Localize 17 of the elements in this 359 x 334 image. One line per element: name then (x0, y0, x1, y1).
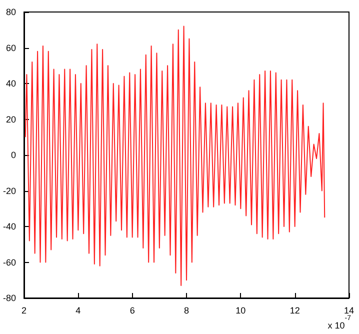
y-tick-label: 80 (6, 7, 16, 17)
y-tick-label: 60 (6, 42, 16, 53)
y-tick-label: 0 (10, 150, 16, 160)
x-tick-label: 10 (236, 306, 246, 316)
y-tick-label: 40 (6, 78, 16, 88)
y-tick-label: -60 (2, 257, 16, 268)
y-tick-label: -20 (2, 186, 16, 196)
y-tick-label: -80 (2, 293, 16, 303)
x-tick-label: 6 (130, 306, 135, 316)
x-tick-label: 8 (184, 306, 190, 316)
x-tick-label: 12 (290, 306, 300, 316)
x-tick-label: 14 (344, 306, 354, 316)
y-tick-label: -40 (2, 222, 16, 232)
y-tick-label: 20 (6, 114, 16, 124)
x-tick-label: 2 (22, 306, 27, 316)
x-tick-label: 4 (76, 306, 81, 316)
line-series (24, 26, 326, 286)
